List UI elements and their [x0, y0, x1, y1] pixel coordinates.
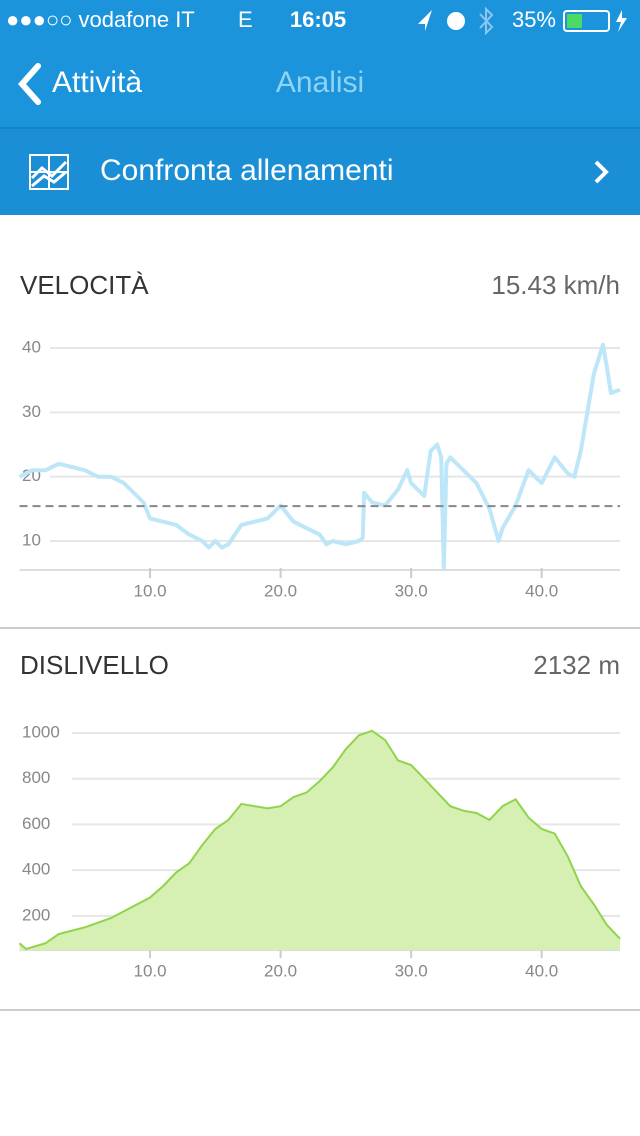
- x-tick-label: 30.0: [395, 581, 428, 600]
- y-tick-label: 30: [22, 402, 41, 421]
- y-tick-label: 200: [22, 905, 50, 924]
- battery-percent: 35%: [512, 7, 556, 32]
- section-summary: 15.43 km/h: [491, 270, 620, 300]
- alarm-icon: [447, 12, 465, 30]
- battery-frame: [563, 10, 610, 32]
- x-tick-label: 20.0: [264, 962, 297, 981]
- carrier: ●●●○○ vodafone IT: [6, 7, 195, 32]
- compare-bg[interactable]: [0, 128, 640, 215]
- x-tick-label: 40.0: [525, 581, 558, 600]
- section-title: VELOCITÀ: [20, 270, 149, 300]
- speed-line: [18, 342, 621, 571]
- compare-label[interactable]: Confronta allenamenti: [100, 154, 394, 187]
- y-tick-label: 800: [22, 768, 50, 787]
- x-tick-label: 30.0: [395, 962, 428, 981]
- location-icon: [418, 10, 432, 31]
- y-tick-label: 40: [22, 337, 41, 356]
- network: E: [238, 7, 253, 32]
- compare-icon: [29, 154, 69, 190]
- clock: 16:05: [290, 7, 346, 32]
- y-tick-label: 400: [22, 860, 50, 879]
- bluetooth-icon: [479, 6, 494, 36]
- elevation-area: [19, 730, 620, 951]
- nav-title: Analisi: [276, 66, 364, 99]
- x-tick-label: 40.0: [525, 962, 558, 981]
- elevation-line: [18, 729, 621, 951]
- back-chevron[interactable]: [17, 63, 41, 105]
- header-bg: [0, 0, 640, 128]
- y-tick-label: 600: [22, 814, 50, 833]
- charging-icon: [616, 10, 627, 32]
- battery-level: [567, 14, 582, 28]
- y-tick-label: 1000: [22, 723, 60, 742]
- x-tick-label: 10.0: [133, 581, 166, 600]
- section-summary: 2132 m: [533, 650, 620, 680]
- x-tick-label: 20.0: [264, 581, 297, 600]
- compare-chevron[interactable]: [594, 160, 609, 184]
- y-tick-label: 10: [22, 531, 41, 550]
- back-button[interactable]: Attività: [52, 66, 142, 99]
- x-tick-label: 10.0: [133, 962, 166, 981]
- section-title: DISLIVELLO: [20, 650, 169, 680]
